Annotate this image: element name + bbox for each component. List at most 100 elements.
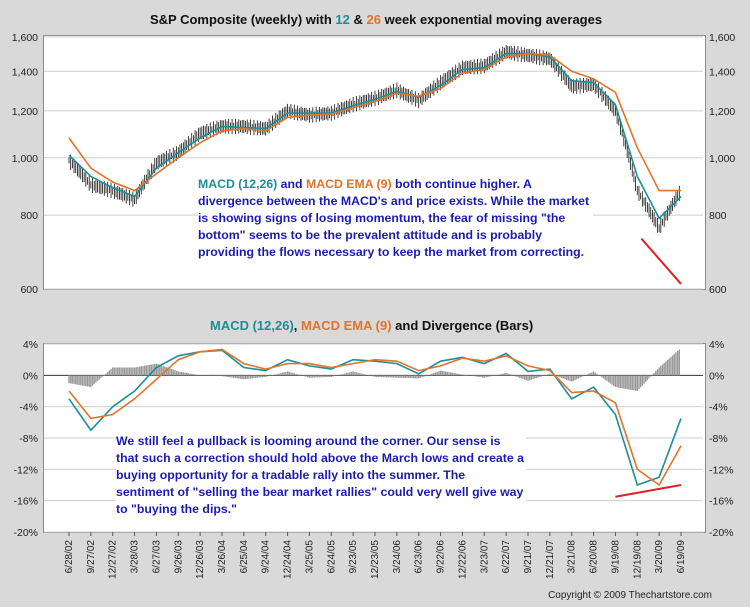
macd-y-tick-label-left: 0% [23, 370, 38, 382]
divergence-bar [302, 375, 304, 376]
divergence-bar [455, 373, 457, 376]
x-tick-label: 6/24/05 [326, 540, 337, 574]
divergence-bar [458, 373, 460, 376]
divergence-bar [273, 374, 275, 376]
divergence-bar [560, 375, 563, 378]
divergence-bar [586, 374, 588, 376]
divergence-bar [436, 371, 438, 376]
divergence-bar [663, 362, 665, 376]
divergence-bar [641, 375, 644, 386]
divergence-bar [333, 375, 336, 377]
divergence-bar [169, 368, 171, 376]
divergence-bar [133, 367, 136, 376]
divergence-bar [651, 374, 654, 376]
divergence-bar [639, 375, 642, 388]
divergence-bar [623, 375, 625, 389]
divergence-bar [584, 375, 586, 376]
divergence-bar [616, 375, 618, 388]
x-tick-label: 9/22/06 [436, 540, 447, 574]
title-part: & [349, 12, 367, 27]
divergence-bar [143, 365, 146, 376]
divergence-bar [323, 375, 326, 378]
divergence-bar [490, 375, 492, 377]
divergence-bar [362, 373, 364, 376]
divergence-bar [328, 375, 331, 377]
divergence-bar [175, 370, 178, 376]
divergence-bar [93, 375, 95, 385]
divergence-bar [296, 374, 299, 376]
divergence-bar [416, 375, 418, 379]
x-tick-label: 3/28/03 [130, 540, 141, 574]
divergence-bar [120, 367, 122, 376]
divergence-bar [621, 375, 623, 389]
divergence-bar [241, 375, 243, 380]
divergence-bar [259, 375, 262, 378]
divergence-bar [85, 375, 87, 387]
divergence-bar [438, 371, 440, 376]
divergence-bar [517, 375, 519, 378]
divergence-bar [507, 373, 509, 376]
divergence-bar [327, 375, 329, 378]
divergence-bar [127, 367, 129, 376]
divergence-bar [216, 375, 218, 376]
divergence-bar [665, 361, 667, 376]
divergence-bar [483, 375, 485, 378]
divergence-bar [431, 373, 433, 376]
x-tick-label: 9/23/05 [348, 540, 359, 574]
divergence-bar [312, 375, 314, 378]
divergence-bar [609, 375, 612, 384]
divergence-bar [162, 365, 164, 376]
divergence-bar [207, 375, 210, 376]
divergence-bar [254, 375, 257, 378]
divergence-bar [629, 375, 632, 390]
note-part: both continue higher. A divergence betwe… [198, 177, 590, 259]
divergence-bar [75, 375, 77, 385]
divergence-bar [338, 374, 341, 376]
divergence-bar [481, 375, 484, 378]
x-tick-label: 12/27/02 [108, 540, 119, 579]
divergence-bar [557, 375, 559, 377]
divergence-bar [634, 375, 637, 391]
divergence-bar [202, 375, 205, 376]
title-part: week exponential moving averages [380, 12, 603, 27]
divergence-bar [636, 375, 638, 391]
divergence-bar [150, 364, 153, 376]
divergence-bar [258, 375, 260, 378]
divergence-bar [500, 374, 502, 376]
x-tick-label: 6/22/07 [501, 540, 512, 574]
divergence-bar [401, 375, 403, 378]
divergence-bar [130, 367, 132, 376]
divergence-bar [191, 373, 193, 376]
divergence-bar [391, 375, 393, 378]
macd-y-tick-label-right: -12% [709, 464, 734, 476]
divergence-bar [352, 371, 354, 376]
divergence-bar [549, 373, 551, 376]
divergence-bar [382, 375, 385, 378]
divergence-bar [576, 375, 578, 380]
divergence-bar [650, 375, 652, 377]
divergence-bar [170, 369, 173, 376]
divergence-bar [530, 375, 533, 380]
divergence-bar [108, 370, 111, 376]
title-ema12: 12 [335, 12, 350, 27]
divergence-bar [244, 375, 247, 380]
divergence-bar [414, 375, 417, 379]
divergence-bar [648, 375, 650, 379]
divergence-bar [518, 375, 521, 378]
divergence-bar [367, 375, 369, 376]
divergence-bar [480, 375, 482, 378]
divergence-bar [340, 374, 343, 376]
divergence-bar [117, 367, 119, 376]
divergence-bar [411, 375, 413, 379]
divergence-bar [473, 375, 475, 377]
x-tick-label: 12/22/06 [457, 540, 468, 579]
x-tick-label: 6/23/06 [414, 540, 425, 574]
divergence-bar [145, 365, 148, 376]
macd-y-tick-label-right: 0% [709, 370, 724, 382]
divergence-bar [283, 372, 285, 376]
divergence-bar [402, 375, 405, 378]
x-tick-label: 12/24/04 [283, 540, 294, 579]
divergence-bar [110, 369, 112, 376]
divergence-bar [355, 372, 358, 376]
title-part: S&P Composite (weekly) with [150, 12, 336, 27]
